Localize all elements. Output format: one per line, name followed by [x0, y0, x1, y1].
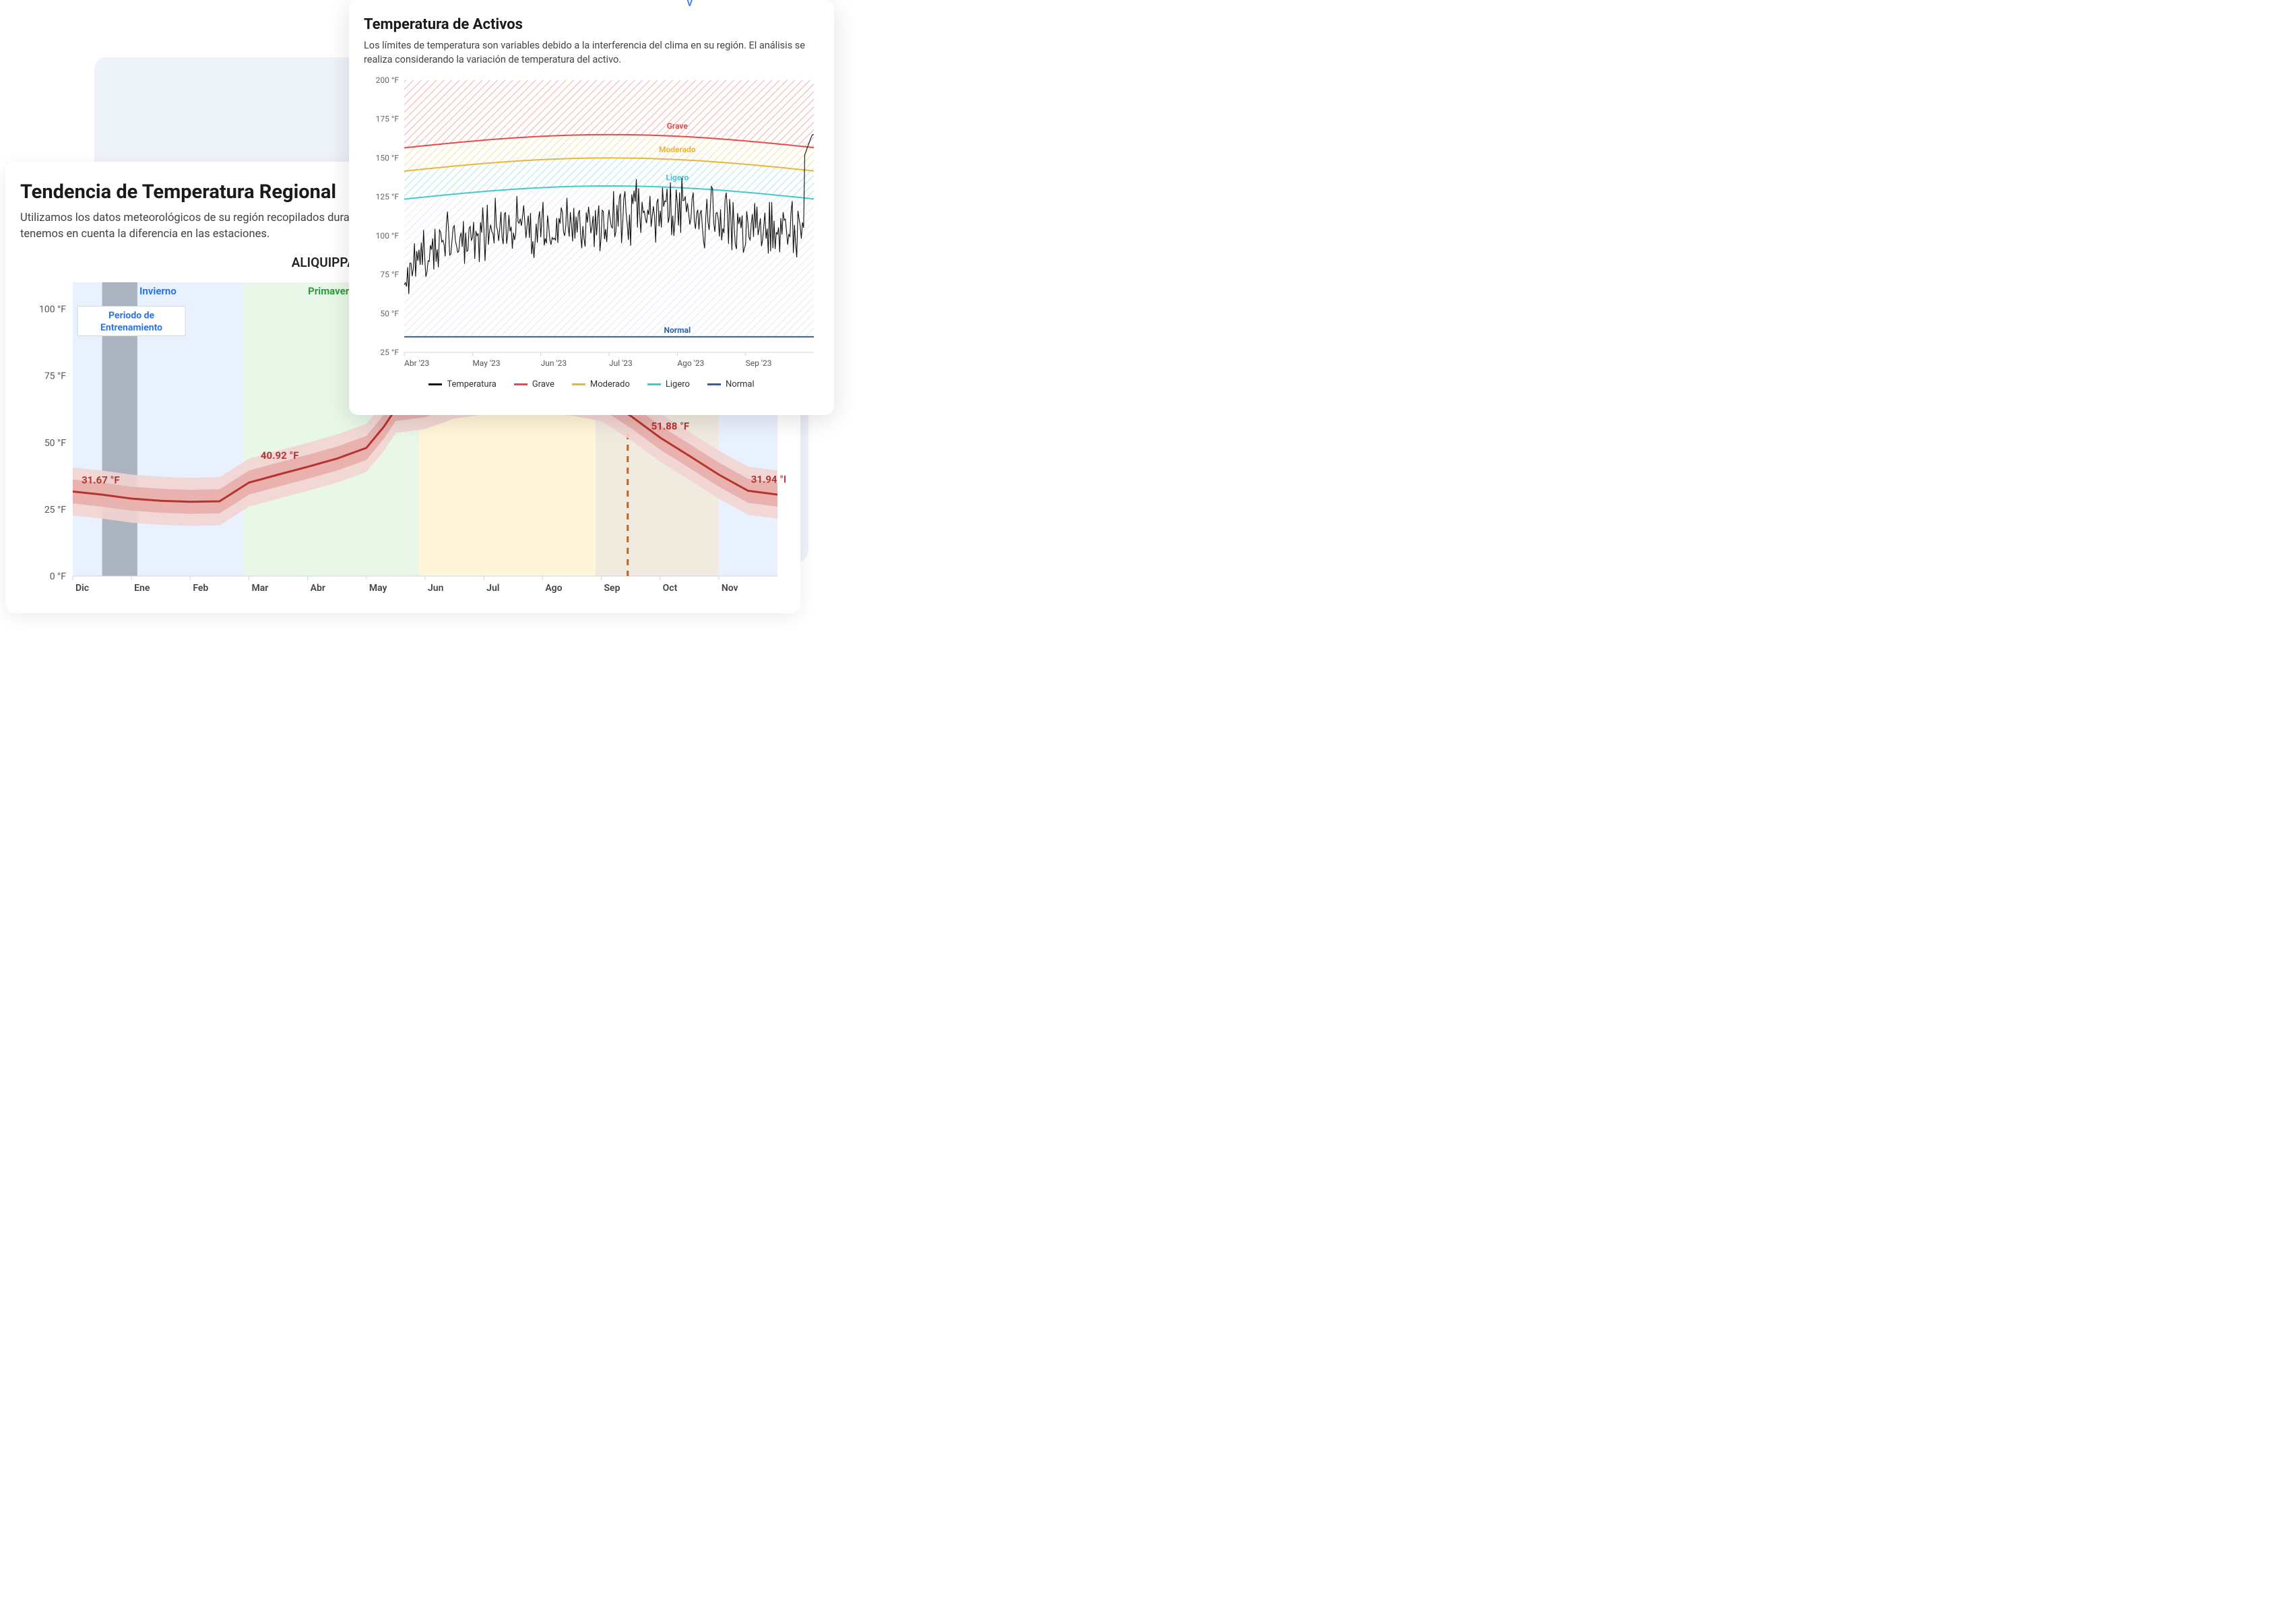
svg-text:Mar: Mar	[252, 583, 269, 594]
svg-text:0 °F: 0 °F	[50, 571, 67, 582]
svg-text:Ago: Ago	[545, 583, 562, 594]
svg-text:Normal: Normal	[664, 325, 691, 335]
svg-text:40.92 °F: 40.92 °F	[261, 449, 299, 462]
svg-text:Abr '23: Abr '23	[404, 358, 429, 368]
svg-text:125 °F: 125 °F	[376, 192, 400, 201]
legend-item: Grave	[514, 379, 554, 389]
svg-text:Sep '23: Sep '23	[746, 358, 772, 368]
svg-text:100 °F: 100 °F	[376, 231, 400, 241]
legend-swatch	[514, 383, 528, 385]
svg-text:Sep: Sep	[604, 583, 620, 594]
asset-version-tag: V	[687, 0, 693, 9]
svg-text:Moderado: Moderado	[659, 145, 696, 154]
asset-title: Temperatura de Activos	[364, 16, 819, 33]
legend-item: Moderado	[572, 379, 630, 389]
svg-text:50 °F: 50 °F	[380, 309, 399, 318]
legend-swatch	[572, 383, 585, 385]
legend-label: Moderado	[590, 379, 630, 389]
svg-text:Nov: Nov	[722, 583, 738, 594]
svg-text:25 °F: 25 °F	[380, 348, 399, 357]
asset-legend: Temperatura Grave Moderado Ligero Normal	[364, 379, 819, 389]
svg-text:175 °F: 175 °F	[376, 115, 400, 124]
svg-text:75 °F: 75 °F	[44, 371, 66, 382]
legend-swatch	[647, 383, 661, 385]
svg-text:Abr: Abr	[311, 583, 325, 594]
svg-text:Jul '23: Jul '23	[609, 358, 633, 368]
svg-text:Primavera: Primavera	[308, 285, 354, 297]
svg-text:75 °F: 75 °F	[380, 270, 399, 280]
svg-text:Periodo de: Periodo de	[108, 310, 154, 321]
legend-item: Ligero	[647, 379, 690, 389]
asset-description: Los límites de temperatura son variables…	[364, 38, 819, 67]
svg-text:31.67 °F: 31.67 °F	[82, 474, 120, 486]
svg-text:25 °F: 25 °F	[44, 505, 66, 515]
svg-text:Entrenamiento: Entrenamiento	[100, 322, 162, 333]
legend-swatch	[428, 383, 442, 385]
legend-item: Normal	[707, 379, 755, 389]
svg-text:150 °F: 150 °F	[376, 153, 400, 162]
svg-text:200 °F: 200 °F	[376, 76, 400, 85]
svg-text:51.88 °F: 51.88 °F	[651, 420, 690, 432]
svg-text:Ligero: Ligero	[666, 172, 689, 182]
legend-label: Grave	[532, 379, 554, 389]
svg-text:Jul: Jul	[486, 583, 499, 594]
asset-chart: Grave Moderado Ligero Normal 25 °F 50 °F 75 °F…	[364, 76, 819, 373]
svg-text:Ago '23: Ago '23	[677, 358, 704, 368]
legend-swatch	[707, 383, 721, 385]
svg-text:31.94 °F: 31.94 °F	[751, 473, 786, 485]
svg-text:Jun: Jun	[428, 583, 444, 594]
legend-item: Temperatura	[428, 379, 496, 389]
legend-label: Ligero	[666, 379, 690, 389]
asset-temperature-card: V Temperatura de Activos Los límites de …	[349, 0, 834, 415]
svg-text:May '23: May '23	[472, 358, 500, 368]
svg-text:Feb: Feb	[193, 583, 208, 594]
svg-text:May: May	[369, 583, 387, 594]
svg-text:Dic: Dic	[75, 583, 89, 594]
svg-text:50 °F: 50 °F	[44, 438, 66, 449]
svg-text:100 °F: 100 °F	[39, 304, 66, 315]
svg-text:Invierno: Invierno	[139, 285, 177, 297]
svg-text:Grave: Grave	[667, 121, 689, 131]
svg-text:Oct: Oct	[663, 583, 678, 594]
svg-text:Jun '23: Jun '23	[541, 358, 567, 368]
svg-text:Ene: Ene	[134, 583, 150, 594]
legend-label: Temperatura	[447, 379, 496, 389]
legend-label: Normal	[726, 379, 755, 389]
